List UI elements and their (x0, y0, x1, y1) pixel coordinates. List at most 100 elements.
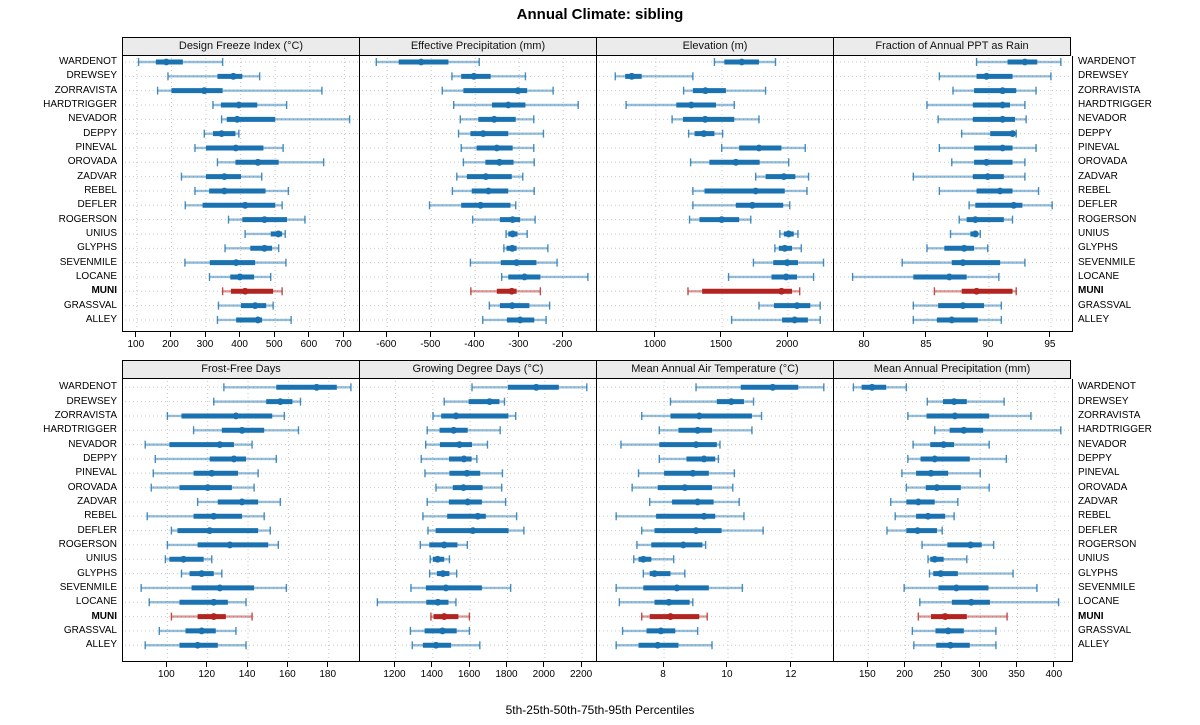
station-label: ZORRAVISTA (54, 409, 117, 421)
percentile-row (669, 397, 755, 406)
percentile-row (144, 440, 253, 449)
axis-tick (342, 332, 344, 337)
percentile-row (194, 186, 290, 195)
axis-tick-label: 1200 (383, 669, 406, 680)
percentile-row (926, 397, 1005, 406)
percentile-row (227, 215, 306, 224)
percentile-row (419, 540, 469, 549)
plot-area (122, 379, 362, 662)
panel: Growing Degree Days (°C) 1200 1400 1600 1800… (359, 360, 599, 684)
percentile-row (451, 72, 527, 81)
axis-tick (866, 662, 868, 667)
axis-tick-label: -600 (376, 339, 397, 350)
axis-tick-label: 1000 (643, 339, 666, 350)
axis-tick-label: 85 (920, 339, 932, 350)
percentile-row (223, 383, 352, 392)
percentile-row (968, 201, 1053, 210)
percentile-row (917, 612, 1008, 621)
axis-caption: 5th-25th-50th-75th-95th Percentiles (505, 703, 695, 717)
axis-tick (786, 332, 788, 337)
station-label: WARDENOT (59, 56, 117, 67)
percentile-row (469, 258, 558, 267)
x-axis: 8 10 12 (596, 662, 834, 684)
percentile-row (641, 612, 708, 621)
panel-header: Design Freeze Index (°C) (122, 37, 360, 56)
station-label: LOCANE (75, 270, 117, 282)
percentile-row (451, 186, 535, 195)
percentile-row (144, 641, 247, 650)
percentile-row (695, 383, 825, 392)
station-label: DREWSEY (66, 395, 117, 407)
axis-tick (517, 332, 519, 337)
x-axis: 100 200 300 400 500 600 700 (122, 332, 360, 354)
percentile-row (960, 129, 1017, 138)
percentile-row (435, 483, 503, 492)
percentile-row (907, 454, 1008, 463)
station-label-column-left: WARDENOT DREWSEY ZORRAVISTA HARDTRIGGER NEVA… (0, 37, 122, 331)
percentile-row (912, 172, 1026, 181)
axis-tick-label: 120 (198, 669, 216, 680)
axis-tick-label: 1500 (709, 339, 733, 350)
percentile-row (934, 426, 1062, 435)
axis-tick-label: 1600 (458, 669, 481, 680)
x-axis: -600 -500 -400 -300 -200 (359, 332, 597, 354)
percentile-row (952, 86, 1037, 95)
axis-tick (505, 662, 507, 667)
x-axis: 1000 1500 2000 (596, 332, 834, 354)
percentile-row (631, 483, 734, 492)
panel-header: Elevation (m) (596, 37, 834, 56)
percentile-row (166, 540, 280, 549)
axis-tick (662, 662, 664, 667)
panel-header: Mean Annual Air Temperature (°C) (596, 360, 834, 379)
station-label: MUNI (91, 610, 117, 622)
percentile-row (422, 512, 518, 521)
axis-tick (206, 662, 208, 667)
station-label: UNIUS (1078, 553, 1110, 565)
percentile-row (903, 583, 1038, 592)
station-label: HARDTRIGGER (1078, 424, 1152, 436)
percentile-row (852, 383, 908, 392)
station-label: NEVADOR (1078, 438, 1127, 450)
percentile-row (937, 115, 1027, 124)
axis-tick (941, 662, 943, 667)
axis-tick (246, 662, 248, 667)
axis-tick-label: 90 (982, 339, 994, 350)
station-label: SEVENMILE (1078, 256, 1136, 268)
station-label: WARDENOT (59, 381, 117, 393)
percentile-row (184, 258, 287, 267)
station-label: WARDENOT (1078, 56, 1136, 67)
percentile-row (633, 555, 675, 564)
station-label: ROGERSON (1078, 213, 1137, 225)
percentile-row (615, 641, 713, 650)
station-label: DEPPY (1078, 452, 1112, 464)
percentile-row (488, 301, 551, 310)
percentile-row (641, 526, 764, 535)
station-label: GRASSVAL (1078, 624, 1132, 636)
axis-tick (1053, 662, 1055, 667)
percentile-row (158, 626, 237, 635)
station-label: DEFLER (77, 199, 117, 211)
station-label: MUNI (91, 285, 117, 297)
axis-tick (429, 332, 431, 337)
percentile-row (224, 244, 280, 253)
percentile-row (220, 115, 351, 124)
percentile-row (615, 583, 744, 592)
station-label: DREWSEY (1078, 395, 1129, 407)
percentile-row (217, 301, 274, 310)
station-label: DREWSEY (1078, 70, 1129, 82)
percentile-row (457, 129, 545, 138)
station-label: PINEVAL (1078, 467, 1120, 479)
plot-area (359, 56, 599, 332)
axis-tick (790, 662, 792, 667)
axis-tick-label: 180 (319, 669, 337, 680)
station-label: MUNI (1078, 285, 1104, 297)
axis-tick (978, 662, 980, 667)
percentile-row (470, 287, 542, 296)
percentile-row (221, 287, 283, 296)
axis-tick-label: 500 (265, 339, 283, 350)
percentile-row (692, 186, 808, 195)
station-label: ZORRAVISTA (54, 84, 117, 96)
station-label: ZORRAVISTA (1078, 84, 1141, 96)
percentile-row (926, 100, 1026, 109)
